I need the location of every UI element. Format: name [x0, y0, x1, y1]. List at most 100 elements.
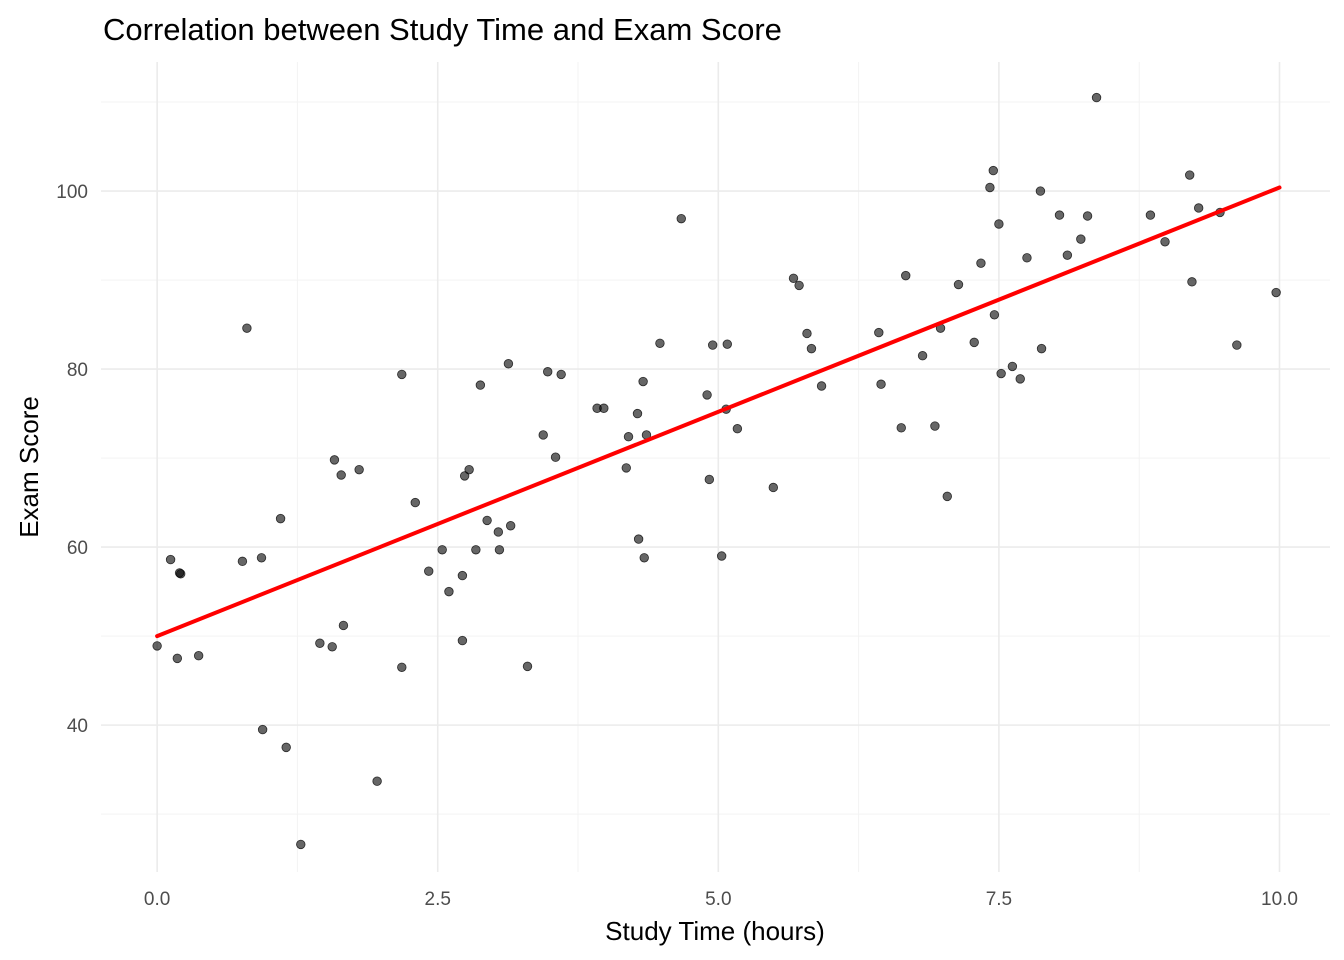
data-point: [457, 635, 468, 646]
data-point: [994, 219, 1004, 229]
data-point: [1160, 237, 1170, 247]
data-point: [397, 369, 407, 380]
data-point: [256, 553, 267, 563]
data-point: [242, 323, 252, 333]
data-point: [237, 556, 248, 567]
data-point: [354, 464, 364, 475]
data-point: [1232, 340, 1242, 350]
data-point: [1091, 92, 1102, 103]
x-tick-label: 7.5: [986, 889, 1012, 910]
data-point: [1022, 253, 1032, 263]
x-tick-label: 10.0: [1261, 889, 1298, 910]
y-tick-label: 100: [56, 182, 88, 203]
data-point: [493, 527, 504, 537]
data-point: [459, 471, 470, 481]
data-point: [315, 638, 325, 648]
major-gridlines: [101, 62, 1330, 872]
data-point: [722, 339, 732, 349]
y-tick-label: 60: [67, 538, 88, 559]
data-point: [638, 376, 648, 387]
minor-gridlines: [101, 62, 1330, 872]
data-point: [193, 651, 204, 661]
data-point: [874, 327, 884, 338]
data-point: [1185, 170, 1195, 180]
data-point: [410, 497, 420, 508]
data-point: [464, 464, 474, 475]
data-point: [788, 273, 799, 283]
data-point: [457, 570, 468, 581]
data-point: [281, 742, 291, 753]
data-point: [329, 455, 340, 465]
data-point: [930, 421, 940, 431]
data-point: [702, 390, 712, 400]
data-point: [707, 340, 718, 350]
data-point: [1036, 343, 1047, 354]
data-point: [1062, 250, 1073, 260]
data-point: [494, 545, 505, 555]
data-point: [942, 491, 952, 502]
data-point: [1015, 374, 1025, 384]
data-point: [543, 367, 553, 377]
data-point: [397, 662, 407, 672]
data-point: [676, 213, 686, 224]
data-point: [471, 545, 481, 555]
data-point: [1035, 186, 1046, 196]
data-point: [896, 423, 906, 433]
chart-title: Correlation between Study Time and Exam …: [103, 12, 782, 47]
data-point: [1271, 287, 1281, 298]
data-point: [175, 569, 186, 579]
data-point: [794, 280, 804, 291]
data-point: [802, 328, 812, 339]
data-point: [444, 586, 454, 597]
x-tick-label: 0.0: [144, 889, 170, 910]
x-tick-label: 5.0: [705, 889, 731, 910]
data-point: [621, 463, 631, 473]
data-points: [152, 92, 1281, 850]
data-point: [901, 270, 911, 281]
data-point: [503, 359, 514, 369]
data-point: [338, 620, 349, 631]
data-point: [1187, 277, 1197, 287]
data-point: [1082, 211, 1093, 221]
data-point: [655, 338, 665, 348]
data-point: [985, 182, 995, 193]
y-tick-label: 80: [67, 360, 88, 381]
data-point: [996, 368, 1006, 379]
data-point: [639, 553, 649, 563]
data-point: [976, 258, 986, 268]
data-point: [599, 403, 609, 413]
y-axis-title: Exam Score: [14, 396, 44, 538]
data-point: [1145, 210, 1156, 220]
data-point: [816, 381, 827, 391]
data-point: [556, 369, 566, 380]
data-point: [1007, 361, 1018, 372]
trend-line: [155, 185, 1282, 639]
x-axis-ticks: 0.0 2.5 5.0 7.5 10.0: [144, 889, 1298, 910]
data-point: [988, 165, 998, 176]
data-point: [165, 554, 176, 565]
data-point: [296, 839, 306, 850]
data-point: [505, 521, 516, 531]
data-point: [172, 653, 183, 664]
data-point: [424, 566, 434, 576]
data-point: [475, 380, 486, 390]
data-point: [372, 776, 382, 786]
data-point: [275, 513, 286, 524]
data-point: [768, 482, 779, 493]
data-point: [327, 642, 337, 652]
x-tick-label: 2.5: [425, 889, 451, 910]
data-point: [437, 545, 447, 555]
data-point: [257, 724, 268, 735]
data-point: [876, 379, 886, 389]
data-point: [152, 641, 162, 651]
data-point: [623, 432, 634, 442]
data-point: [1054, 210, 1065, 220]
data-point: [1076, 234, 1086, 244]
data-point: [969, 337, 979, 348]
data-point: [917, 351, 928, 361]
data-point: [336, 470, 346, 480]
data-point: [704, 474, 715, 485]
data-point: [632, 408, 643, 419]
data-point: [633, 534, 644, 544]
